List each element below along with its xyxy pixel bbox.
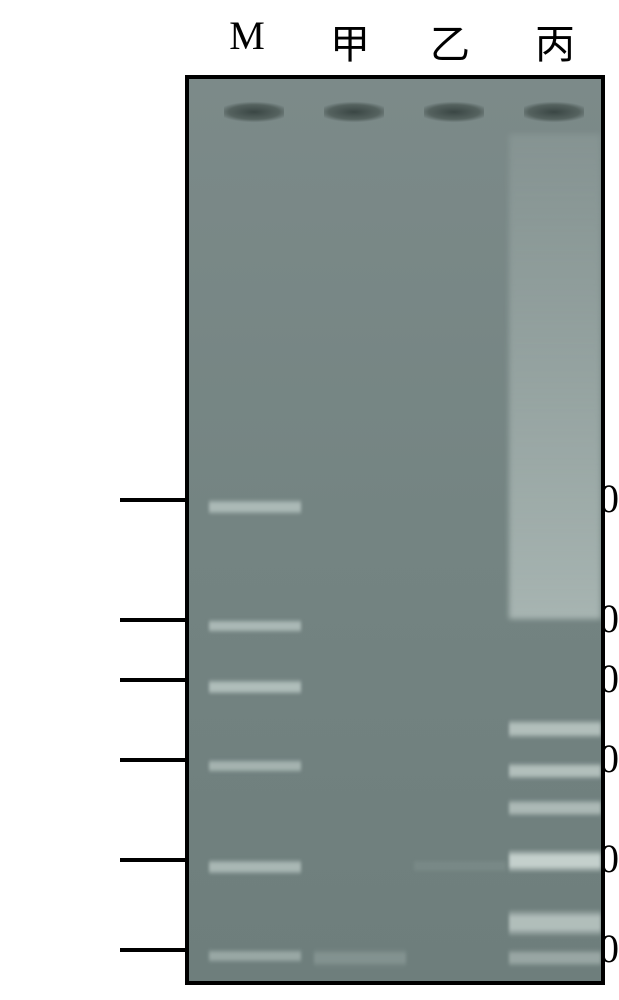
band <box>209 759 301 773</box>
ladder-tick <box>120 758 185 762</box>
ladder-tick <box>120 618 185 622</box>
band <box>209 859 301 875</box>
ladder-tick <box>120 498 185 502</box>
ladder-tick <box>120 678 185 682</box>
ladder-tick <box>120 858 185 862</box>
band <box>414 859 506 873</box>
lane-header-bing: 丙 <box>520 12 590 70</box>
gel-figure: M 甲 乙 丙 20001000750500250100 <box>0 0 619 1000</box>
well <box>424 99 484 125</box>
ladder-tick <box>120 948 185 952</box>
band <box>509 762 601 780</box>
band <box>509 849 601 873</box>
lane-header-yi: 乙 <box>415 12 485 70</box>
band <box>509 909 601 937</box>
band <box>509 799 601 817</box>
band <box>209 679 301 695</box>
band <box>509 949 601 967</box>
well <box>324 99 384 125</box>
band <box>314 949 406 967</box>
lane-header-M: M <box>212 12 282 59</box>
band <box>209 949 301 963</box>
lane-header-jia: 甲 <box>315 12 385 70</box>
gel-image <box>185 75 605 985</box>
band <box>509 719 601 739</box>
well <box>224 99 284 125</box>
band <box>209 499 301 515</box>
band <box>209 619 301 633</box>
smear <box>509 134 601 619</box>
well <box>524 99 584 125</box>
